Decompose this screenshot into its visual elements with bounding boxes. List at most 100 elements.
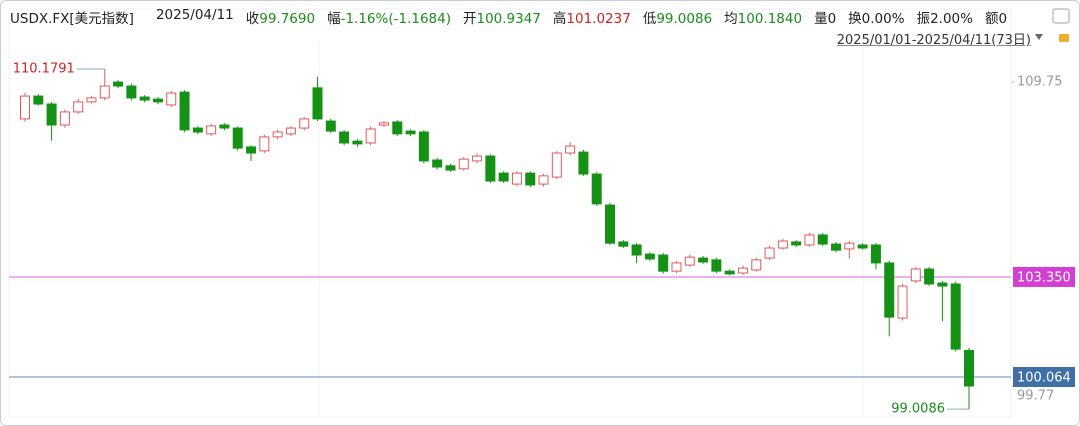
field-value: 0: [827, 11, 837, 27]
candle-body: [33, 95, 44, 105]
y-tick-label: 109.75: [1017, 75, 1063, 90]
candle-body: [884, 262, 895, 318]
date-range[interactable]: 2025/01/01-2025/04/11(73日): [836, 33, 1031, 48]
candle-body: [325, 120, 336, 132]
field-label: 额: [984, 11, 999, 27]
field-value: 2.00%: [930, 11, 973, 27]
candle-body: [618, 241, 629, 247]
candle-body: [99, 85, 110, 99]
field-label: 开: [462, 11, 477, 27]
field-value: 99.7690: [259, 11, 316, 27]
candle-body: [538, 175, 549, 185]
candle-body: [910, 268, 921, 282]
reference-tag: [1013, 266, 1075, 287]
candle-body: [139, 96, 150, 101]
field-value: 100.9347: [476, 11, 541, 27]
candle-body: [711, 259, 722, 272]
candle-body: [844, 242, 855, 250]
candle-body: [166, 92, 177, 106]
candle-body: [724, 270, 735, 275]
candle-body: [219, 124, 230, 129]
header-field: 量0: [814, 7, 836, 27]
field-label: 换: [848, 11, 862, 27]
reference-label: 100.064: [1017, 370, 1071, 385]
date: 2025/04/11: [155, 7, 234, 23]
field-label: 幅: [327, 11, 341, 27]
header-field: 额0: [985, 7, 1007, 27]
candle-body: [565, 145, 576, 154]
field-value: 100.1840: [737, 11, 803, 27]
header-field: 均100.1840: [724, 7, 802, 27]
icon[interactable]: [1052, 8, 1070, 24]
field-label: 均: [724, 11, 738, 27]
candle-body: [737, 267, 748, 274]
candle-body: [511, 172, 522, 185]
candle-body: [405, 130, 416, 135]
field-value: -1.16%(-1.1684): [340, 11, 451, 27]
field-label: 收: [245, 11, 260, 27]
candle-body: [126, 85, 137, 99]
candle-body: [777, 240, 788, 249]
header-field: 振2.00%: [917, 7, 973, 27]
candle-body: [59, 111, 70, 126]
candle-body: [684, 256, 695, 266]
field-value: 101.0237: [566, 11, 631, 27]
candle-body: [591, 173, 602, 205]
field-label: 高: [552, 11, 567, 27]
candle-body: [857, 244, 868, 249]
candle-body: [671, 262, 682, 272]
candle-body: [764, 247, 775, 259]
candle-body: [418, 131, 429, 162]
candle-body: [246, 146, 257, 154]
candle-body: [578, 151, 589, 175]
candle-body: [113, 81, 124, 87]
header: USDX.FX[美元指数] 2025/04/11 收99.7690 幅-1.16%…: [10, 7, 1007, 27]
candle-body: [206, 125, 217, 135]
candle-body: [804, 234, 815, 246]
plot-area: [8, 8, 1012, 418]
header-field: 收99.7690: [246, 7, 315, 27]
high-annotation: 110.1791: [13, 62, 75, 77]
candle-body: [870, 244, 881, 264]
candle-body: [192, 127, 203, 133]
candle-body: [924, 268, 935, 285]
candle-body: [259, 136, 270, 152]
candle-body: [525, 172, 536, 186]
header-field: 开100.9347: [463, 7, 541, 27]
candle-body: [751, 259, 762, 271]
candle-body: [458, 158, 469, 170]
field-label: 量: [814, 11, 828, 27]
candle-body: [179, 91, 190, 131]
candle-body: [498, 172, 509, 182]
candle-body: [272, 131, 283, 138]
candle-body: [285, 127, 296, 135]
candle-body: [644, 253, 655, 260]
candle-body: [817, 234, 828, 245]
header-field: 幅-1.16%(-1.1684): [327, 7, 451, 27]
dropdown-arrow[interactable]: [1035, 34, 1043, 40]
candle-body: [937, 282, 948, 287]
candle-body: [378, 122, 389, 126]
candle-body: [312, 87, 323, 120]
candle-body: [152, 98, 163, 103]
field-value: 0.00%: [861, 11, 905, 27]
candle-body: [73, 101, 84, 113]
candle-body: [964, 349, 974, 387]
candle-body: [658, 254, 669, 272]
icon[interactable]: [1059, 34, 1069, 42]
candle-body: [339, 131, 350, 144]
candle-body: [352, 140, 363, 145]
candle-body: [46, 103, 57, 126]
candle-body: [950, 283, 961, 350]
candle-body: [472, 155, 483, 162]
candle-body: [831, 243, 842, 251]
candle-body: [791, 241, 802, 246]
field-label: 振: [916, 11, 931, 27]
candle-body: [605, 204, 616, 244]
toolbar-icons[interactable]: [1035, 8, 1070, 42]
candle-body: [392, 121, 403, 135]
candle-body: [86, 97, 97, 103]
symbol: USDX.FX[美元指数]: [10, 11, 134, 27]
